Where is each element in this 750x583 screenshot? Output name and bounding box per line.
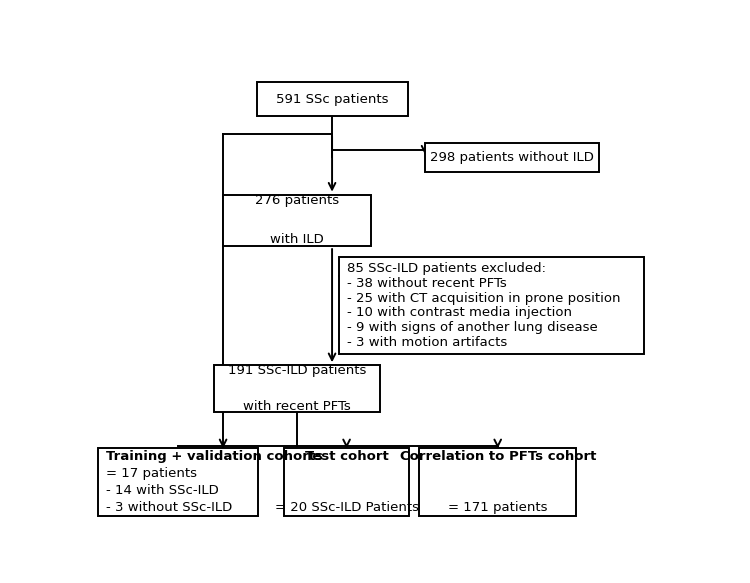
FancyBboxPatch shape [419, 448, 576, 516]
Text: Correlation to PFTs cohort: Correlation to PFTs cohort [400, 450, 596, 463]
Text: - 3 without SSc-ILD: - 3 without SSc-ILD [106, 501, 232, 514]
Text: 276 patients: 276 patients [255, 194, 339, 207]
FancyBboxPatch shape [256, 82, 408, 116]
FancyBboxPatch shape [98, 448, 258, 516]
FancyBboxPatch shape [339, 257, 644, 354]
Text: with recent PFTs: with recent PFTs [243, 400, 351, 413]
Text: 191 SSc-ILD patients: 191 SSc-ILD patients [228, 364, 366, 377]
Text: - 25 with CT acquisition in prone position: - 25 with CT acquisition in prone positi… [347, 292, 620, 305]
Text: 591 SSc patients: 591 SSc patients [276, 93, 388, 106]
Text: with ILD: with ILD [270, 233, 324, 247]
Text: - 3 with motion artifacts: - 3 with motion artifacts [347, 336, 507, 349]
Text: - 14 with SSc-ILD: - 14 with SSc-ILD [106, 484, 218, 497]
Text: - 38 without recent PFTs: - 38 without recent PFTs [347, 277, 507, 290]
Text: - 9 with signs of another lung disease: - 9 with signs of another lung disease [347, 321, 598, 334]
FancyBboxPatch shape [425, 143, 599, 172]
Text: = 17 patients: = 17 patients [106, 467, 196, 480]
Text: - 10 with contrast media injection: - 10 with contrast media injection [347, 307, 572, 319]
Text: Test cohort: Test cohort [304, 450, 388, 463]
FancyBboxPatch shape [214, 365, 380, 412]
Text: Training + validation cohorts: Training + validation cohorts [106, 450, 322, 463]
FancyBboxPatch shape [284, 448, 409, 516]
Text: = 20 SSc-ILD Patients: = 20 SSc-ILD Patients [274, 501, 419, 514]
FancyBboxPatch shape [223, 195, 371, 246]
Text: 85 SSc-ILD patients excluded:: 85 SSc-ILD patients excluded: [347, 262, 546, 275]
Text: = 171 patients: = 171 patients [448, 501, 548, 514]
Text: 298 patients without ILD: 298 patients without ILD [430, 151, 594, 164]
